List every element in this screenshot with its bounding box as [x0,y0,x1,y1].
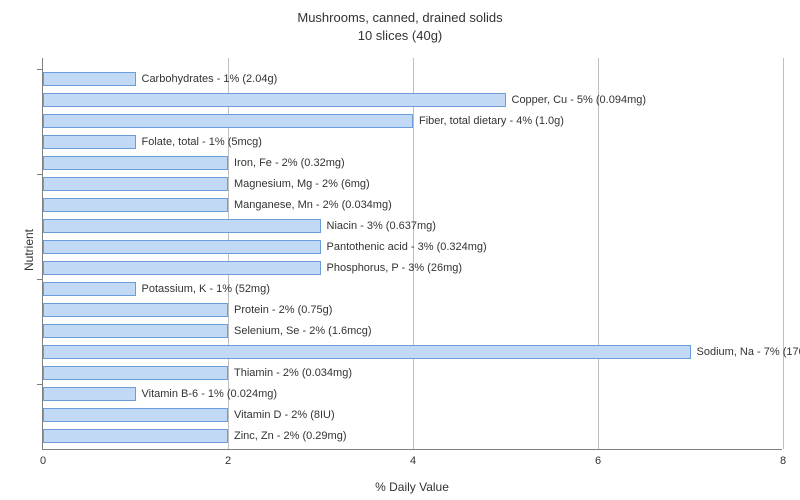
bar [43,261,321,275]
bar [43,282,136,296]
y-axis-label: Nutrient [22,229,36,271]
chart-subtitle: 10 slices (40g) [0,28,800,43]
bar-label: Protein - 2% (0.75g) [228,304,332,316]
x-axis-label: % Daily Value [42,480,782,494]
bar-label: Zinc, Zn - 2% (0.29mg) [228,430,346,442]
bar [43,387,136,401]
bar [43,366,228,380]
bar-label: Potassium, K - 1% (52mg) [136,283,270,295]
bar-label: Pantothenic acid - 3% (0.324mg) [321,241,487,253]
bar [43,240,321,254]
gridline [598,58,599,449]
bar-label: Thiamin - 2% (0.034mg) [228,367,352,379]
bar-label: Sodium, Na - 7% (170mg) [691,346,800,358]
bar [43,198,228,212]
bar-label: Folate, total - 1% (5mcg) [136,136,262,148]
chart-title: Mushrooms, canned, drained solids [0,10,800,25]
y-tick [37,279,43,280]
bar-label: Phosphorus, P - 3% (26mg) [321,262,463,274]
y-tick [37,174,43,175]
bar-label: Fiber, total dietary - 4% (1.0g) [413,115,564,127]
bar [43,345,691,359]
bar [43,93,506,107]
bar [43,156,228,170]
bar [43,408,228,422]
plot-area: 02468Carbohydrates - 1% (2.04g)Copper, C… [42,58,782,450]
bar [43,429,228,443]
bar-label: Magnesium, Mg - 2% (6mg) [228,178,370,190]
bar [43,303,228,317]
bar [43,135,136,149]
x-tick-label: 0 [40,455,46,467]
x-tick-label: 6 [595,455,601,467]
bar-label: Niacin - 3% (0.637mg) [321,220,436,232]
bar [43,324,228,338]
y-tick [37,69,43,70]
bar [43,219,321,233]
x-tick-label: 8 [780,455,786,467]
bar [43,177,228,191]
bar-label: Carbohydrates - 1% (2.04g) [136,73,278,85]
bar-label: Iron, Fe - 2% (0.32mg) [228,157,345,169]
x-tick-label: 2 [225,455,231,467]
bar-label: Copper, Cu - 5% (0.094mg) [506,94,647,106]
bar [43,114,413,128]
bar-label: Vitamin B-6 - 1% (0.024mg) [136,388,278,400]
bar-label: Manganese, Mn - 2% (0.034mg) [228,199,392,211]
nutrient-chart: Mushrooms, canned, drained solids 10 sli… [0,0,800,500]
bar-label: Selenium, Se - 2% (1.6mcg) [228,325,372,337]
x-tick-label: 4 [410,455,416,467]
bar [43,72,136,86]
gridline [783,58,784,449]
y-tick [37,384,43,385]
bar-label: Vitamin D - 2% (8IU) [228,409,335,421]
